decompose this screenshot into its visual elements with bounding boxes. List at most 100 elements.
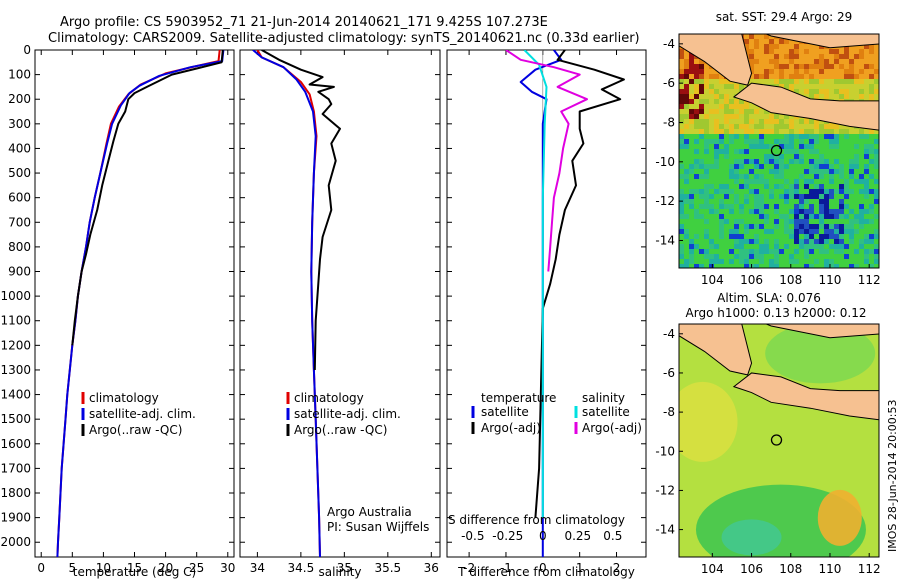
sst-pixel [814,239,819,244]
sst-pixel [714,244,719,249]
sst-pixel [689,149,694,154]
sst-pixel [689,169,694,174]
sst-pixel [699,59,704,64]
sst-pixel [719,194,724,199]
sst-pixel [849,264,854,268]
sst-pixel [679,114,684,119]
sst-pixel [849,129,854,134]
sst-pixel [679,134,684,139]
sst-pixel [759,64,764,69]
sst-pixel [679,124,684,129]
sst-pixel [719,214,724,219]
sst-pixel [684,194,689,199]
sst-pixel [769,114,774,119]
sst-pixel [744,214,749,219]
sst-pixel [759,144,764,149]
sst-pixel [774,79,779,84]
sst-pixel [874,154,879,159]
sst-pixel [834,94,839,99]
sst-pixel [734,229,739,234]
sst-pixel [694,104,699,109]
sst-pixel [854,159,859,164]
sst-pixel [774,229,779,234]
sst-pixel [869,179,874,184]
sst-pixel [814,169,819,174]
legend-entry: climatology [294,391,364,405]
sst-pixel [744,259,749,264]
sst-pixel [739,204,744,209]
sst-pixel [859,184,864,189]
sst-pixel [754,154,759,159]
sst-pixel [859,79,864,84]
sst-pixel [869,89,874,94]
sst-pixel [854,209,859,214]
sst-pixel [699,184,704,189]
sst-pixel [679,99,684,104]
sst-pixel [869,69,874,74]
sst-pixel [774,154,779,159]
sst-pixel [874,189,879,194]
sst-pixel [819,194,824,199]
sst-pixel [689,239,694,244]
sst-pixel [689,234,694,239]
sst-pixel [724,169,729,174]
sst-pixel [799,64,804,69]
sst-pixel [724,114,729,119]
sst-pixel [679,79,684,84]
series-line [519,50,563,557]
sst-pixel [809,59,814,64]
sst-pixel [769,49,774,54]
sst-pixel [709,249,714,254]
sst-pixel [709,149,714,154]
sst-pixel [679,64,684,69]
sst-pixel [694,179,699,184]
sst-pixel [784,194,789,199]
sst-pixel [844,244,849,249]
sst-pixel [824,254,829,259]
sst-pixel [849,229,854,234]
sst-pixel [799,229,804,234]
sst-pixel [744,119,749,124]
x-tick-label: 112 [858,273,881,287]
sst-pixel [689,94,694,99]
sst-pixel [739,184,744,189]
sst-pixel [789,264,794,268]
sst-pixel [719,149,724,154]
sst-pixel [774,179,779,184]
sst-pixel [689,114,694,119]
sst-pixel [744,44,749,49]
sst-pixel [759,154,764,159]
sst-pixel [754,249,759,254]
sst-pixel [779,234,784,239]
sst-pixel [789,69,794,74]
sst-pixel [749,179,754,184]
sst-pixel [684,209,689,214]
sst-pixel [709,154,714,159]
sst-pixel [849,199,854,204]
sst-pixel [829,134,834,139]
sst-pixel [734,89,739,94]
sst-pixel [839,59,844,64]
sst-pixel [789,154,794,159]
sst-pixel [804,219,809,224]
sst-pixel [754,179,759,184]
sst-pixel [694,64,699,69]
sst-pixel [834,154,839,159]
sst-pixel [689,174,694,179]
sst-pixel [824,139,829,144]
sst-pixel [779,154,784,159]
sst-pixel [794,74,799,79]
sst-pixel [684,264,689,268]
sst-pixel [684,109,689,114]
sst-pixel [769,179,774,184]
sst-pixel [869,129,874,134]
sst-pixel [754,264,759,268]
sst-pixel [874,144,879,149]
sst-pixel [689,259,694,264]
sst-pixel [864,149,869,154]
x-tick-label: 1 [576,561,584,575]
sst-pixel [854,234,859,239]
sst-pixel [849,149,854,154]
sst-pixel [799,209,804,214]
sla-blob-high [817,489,862,546]
